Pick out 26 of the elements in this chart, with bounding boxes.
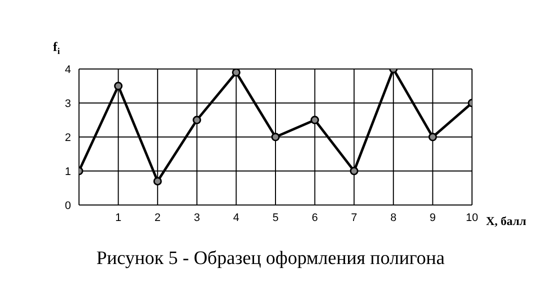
x-tick-label: 6 [312, 212, 318, 224]
x-tick-label: 9 [430, 212, 436, 224]
y-tick-label: 3 [64, 98, 71, 110]
point [153, 176, 162, 186]
y-tick-label: 4 [64, 64, 71, 76]
y-tick-label: 0 [64, 200, 71, 212]
point [192, 116, 202, 124]
x-tick-label: 5 [272, 212, 279, 224]
point [232, 69, 240, 77]
point [428, 132, 437, 142]
text: Рисунок 5 - Образец оформления полигона [95, 248, 446, 270]
x-tick-label: 3 [194, 212, 200, 224]
y-tick-label: 1 [64, 166, 71, 178]
x-tick-label: 10 [466, 212, 478, 224]
x-tick-label: 2 [154, 212, 161, 224]
point [350, 166, 358, 176]
point [310, 116, 320, 124]
point [114, 82, 123, 90]
point [271, 132, 280, 142]
x-tick-label: 1 [115, 212, 122, 224]
y-tick-label: 2 [64, 132, 71, 144]
x-tick-label: 4 [233, 212, 240, 224]
x-tick-label: 7 [351, 212, 358, 224]
x-tick-label: 8 [390, 212, 396, 224]
x-axis-title: X, балл [486, 214, 527, 228]
y-axis-title: f$_{i}$ [53, 39, 60, 56]
